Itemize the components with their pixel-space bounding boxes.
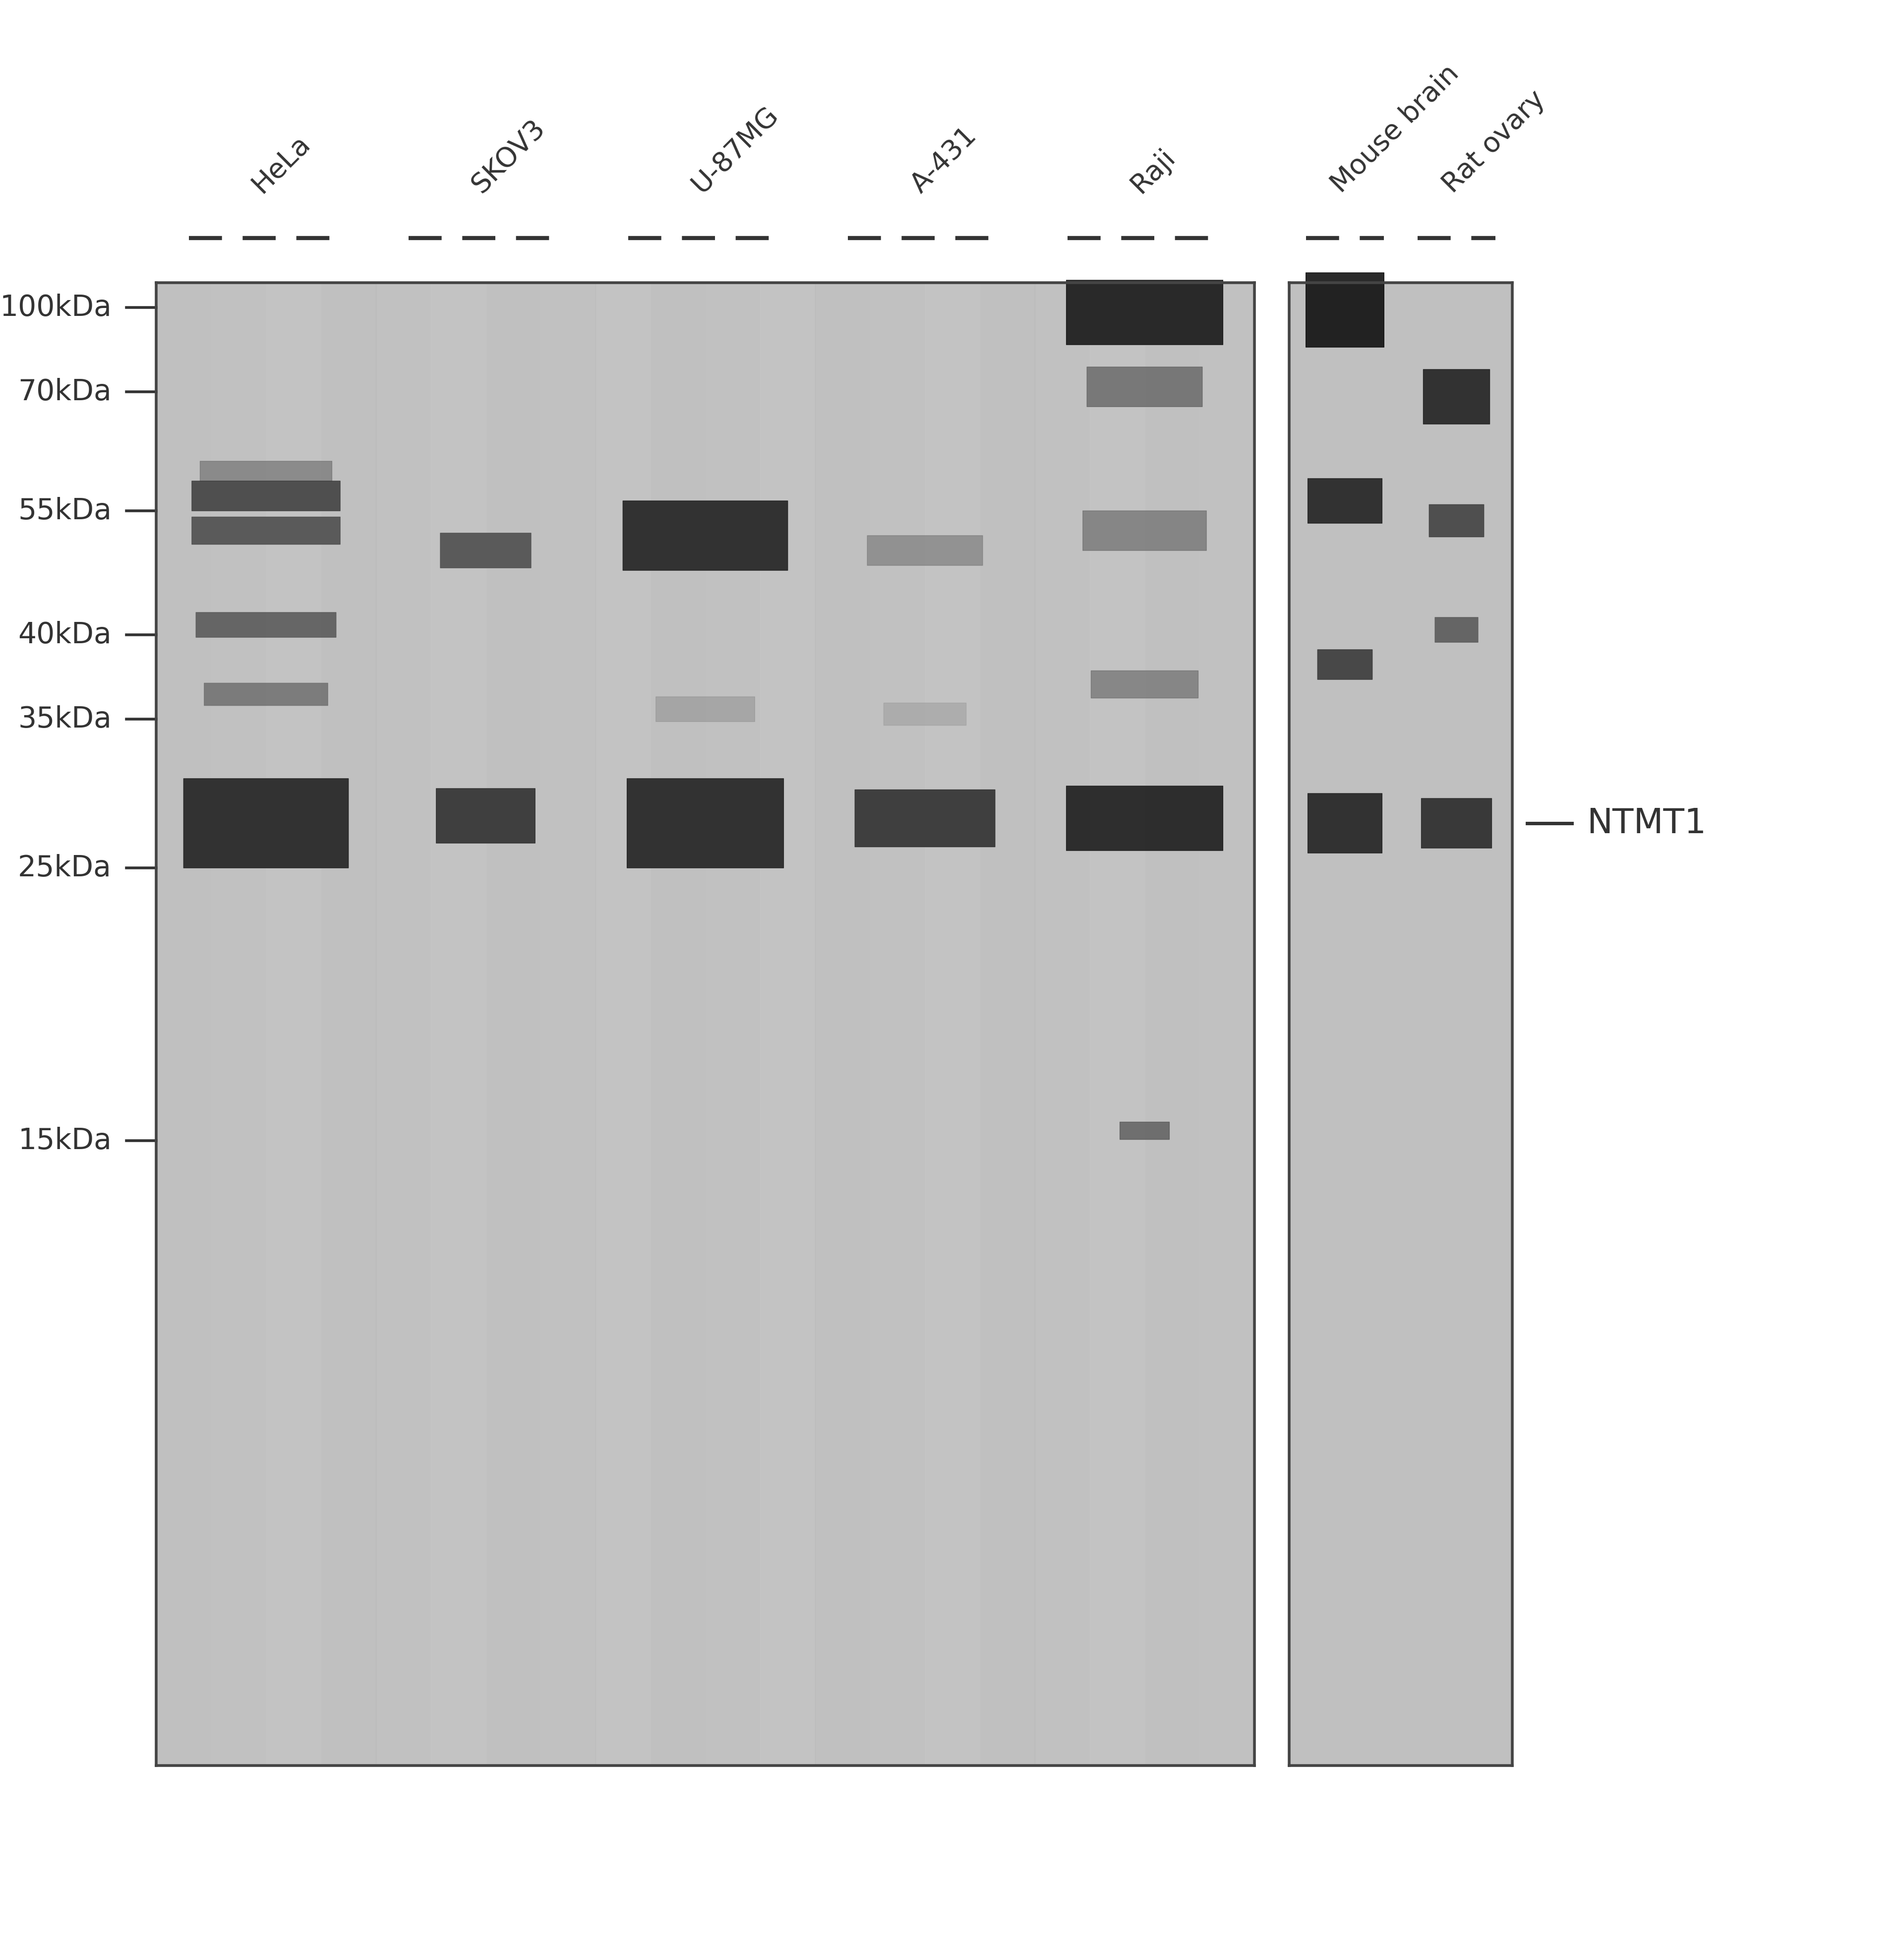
Bar [211, 283, 267, 1766]
Text: HeLa: HeLa [248, 131, 316, 199]
Bar [651, 283, 704, 1766]
FancyBboxPatch shape [623, 500, 788, 571]
Bar [541, 283, 596, 1766]
FancyBboxPatch shape [440, 533, 531, 569]
Bar [1200, 283, 1255, 1766]
FancyBboxPatch shape [868, 535, 982, 565]
Text: 35kDa: 35kDa [17, 705, 112, 733]
FancyBboxPatch shape [1066, 279, 1222, 344]
Bar [156, 283, 1255, 1766]
FancyBboxPatch shape [192, 481, 341, 510]
FancyBboxPatch shape [1306, 274, 1384, 348]
FancyBboxPatch shape [200, 461, 331, 481]
FancyBboxPatch shape [1066, 786, 1222, 850]
Text: U-87MG: U-87MG [685, 102, 783, 199]
Bar [704, 283, 760, 1766]
FancyBboxPatch shape [183, 778, 348, 868]
Bar [430, 283, 486, 1766]
Text: 100kDa: 100kDa [0, 293, 112, 322]
Bar [1034, 283, 1089, 1766]
Bar [322, 283, 375, 1766]
FancyBboxPatch shape [436, 789, 535, 842]
Text: Mouse brain: Mouse brain [1325, 61, 1464, 199]
FancyBboxPatch shape [1091, 670, 1198, 698]
Text: 25kDa: 25kDa [17, 854, 112, 881]
Bar [981, 283, 1034, 1766]
FancyBboxPatch shape [1308, 793, 1382, 854]
Text: NTMT1: NTMT1 [1586, 807, 1706, 840]
Bar [267, 283, 322, 1766]
Bar [596, 283, 651, 1766]
FancyBboxPatch shape [1424, 369, 1489, 424]
Bar [156, 283, 211, 1766]
FancyBboxPatch shape [626, 778, 784, 868]
Bar [375, 283, 430, 1766]
FancyBboxPatch shape [655, 698, 754, 721]
Text: 70kDa: 70kDa [17, 377, 112, 406]
FancyBboxPatch shape [883, 703, 965, 725]
FancyBboxPatch shape [192, 518, 341, 545]
FancyBboxPatch shape [1308, 479, 1382, 524]
Text: 40kDa: 40kDa [17, 621, 112, 649]
FancyBboxPatch shape [1120, 1122, 1169, 1139]
FancyBboxPatch shape [1083, 510, 1207, 551]
Text: Raji: Raji [1125, 143, 1180, 199]
FancyBboxPatch shape [1087, 367, 1201, 406]
Text: SKOV3: SKOV3 [466, 115, 550, 199]
Bar [925, 283, 981, 1766]
Text: A-431: A-431 [906, 123, 982, 199]
FancyBboxPatch shape [1422, 799, 1491, 848]
Text: 15kDa: 15kDa [17, 1127, 112, 1155]
FancyBboxPatch shape [196, 612, 335, 637]
FancyBboxPatch shape [204, 684, 327, 705]
FancyBboxPatch shape [1436, 617, 1478, 643]
Text: 55kDa: 55kDa [17, 496, 112, 526]
Bar [1144, 283, 1200, 1766]
Bar [760, 283, 815, 1766]
Bar [815, 283, 870, 1766]
FancyBboxPatch shape [1430, 504, 1483, 537]
Bar [1089, 283, 1144, 1766]
FancyBboxPatch shape [1318, 649, 1373, 680]
Bar [1289, 283, 1512, 1766]
Text: Rat ovary: Rat ovary [1438, 86, 1550, 199]
Bar [870, 283, 925, 1766]
Bar [486, 283, 541, 1766]
FancyBboxPatch shape [855, 789, 996, 846]
